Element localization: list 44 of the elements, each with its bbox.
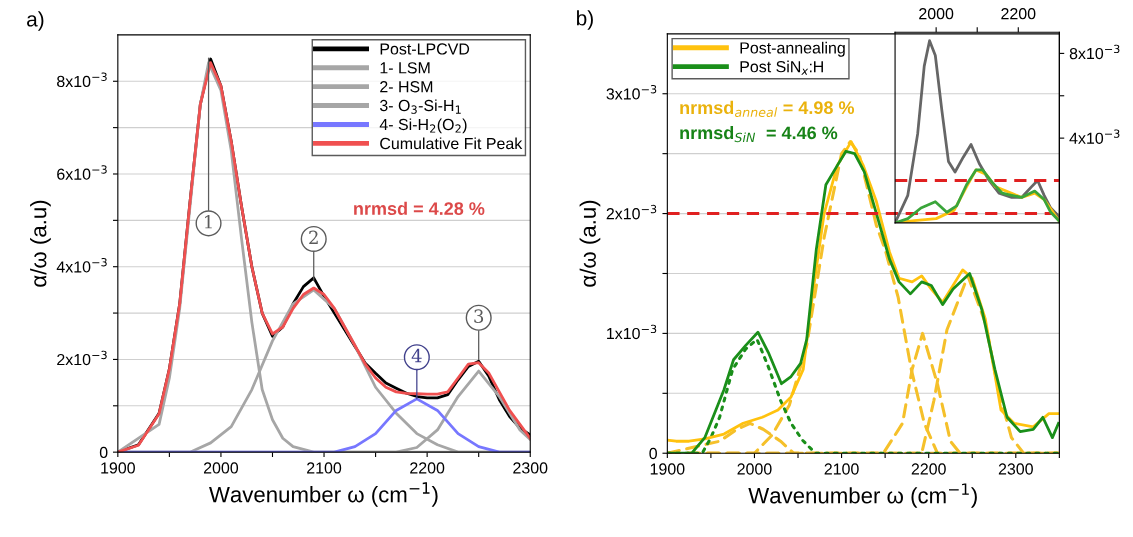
x-tick-label: 2000: [737, 463, 772, 475]
chart-title: a): [27, 11, 44, 31]
x-tick-label: 2200: [911, 463, 946, 475]
annotation: 3: [474, 309, 484, 323]
x-tick-label: 2000: [919, 8, 954, 20]
legend-label: Cumulative Fit Peak: [380, 137, 523, 150]
x-tick-label: 2200: [410, 462, 445, 474]
legend-label: 2- HSM: [380, 81, 433, 93]
annotation: nrmsd$_{SiN}$ = 4.46 %: [680, 125, 838, 143]
legend-label: 3- O$_{3}$-Si-H$_{1}$: [379, 99, 461, 114]
chart-title: b): [577, 10, 593, 30]
y-axis-title: α/ω (a.u): [579, 200, 601, 287]
y-tick-label: 2x10$^{−3}$: [57, 350, 107, 366]
annotation: 4: [411, 348, 422, 363]
x-tick-label: 2100: [824, 463, 859, 475]
y-tick-label: 2x10$^{−3}$: [606, 204, 657, 220]
y-tick-label: 0: [99, 446, 108, 459]
y-tick-label: 3x10$^{−3}$: [606, 85, 657, 100]
x-tick-label: 2100: [307, 462, 342, 474]
legend-label: 4- Si-H$_{2}$(O$_{2}$): [379, 118, 467, 134]
x-tick-label: 2200: [1001, 8, 1036, 20]
y-tick-label: 4x10$^{−3}$: [1069, 129, 1120, 144]
legend-label: Post-annealing: [740, 41, 845, 57]
annotation: nrmsd = 4.28 %: [354, 201, 485, 215]
y-axis-title: α/ω (a.u): [30, 200, 51, 287]
annotation: 1: [205, 214, 212, 229]
legend-label: Post SiN$_{x}$:H: [740, 60, 823, 75]
annotation: nrmsd$_{anneal}$ = 4.98 %: [680, 100, 855, 118]
x-tick-label: 1900: [650, 463, 685, 475]
legend-label: Post-LPCVD: [380, 43, 470, 55]
y-tick-label: 4x10$^{−3}$: [56, 257, 107, 273]
x-tick-label: 1900: [101, 462, 135, 474]
x-tick-label: 2000: [203, 462, 239, 474]
y-tick-label: 8x10$^{−3}$: [57, 72, 107, 88]
y-tick-label: 0: [649, 447, 657, 460]
x-tick-label: 2300: [513, 462, 548, 474]
legend-label: 1- LSM: [380, 62, 430, 74]
x-tick-label: 2300: [998, 463, 1033, 475]
x-axis-title: Wavenumber ω (cm$^{−1}$): [209, 482, 438, 507]
x-axis-title: Wavenumber ω (cm$^{−1}$): [748, 483, 977, 508]
y-tick-label: 1x10$^{−3}$: [607, 324, 657, 340]
y-tick-label: 6x10$^{−3}$: [57, 165, 107, 180]
y-tick-label: 8x10$^{−3}$: [1069, 44, 1120, 60]
annotation: 2: [309, 230, 318, 244]
